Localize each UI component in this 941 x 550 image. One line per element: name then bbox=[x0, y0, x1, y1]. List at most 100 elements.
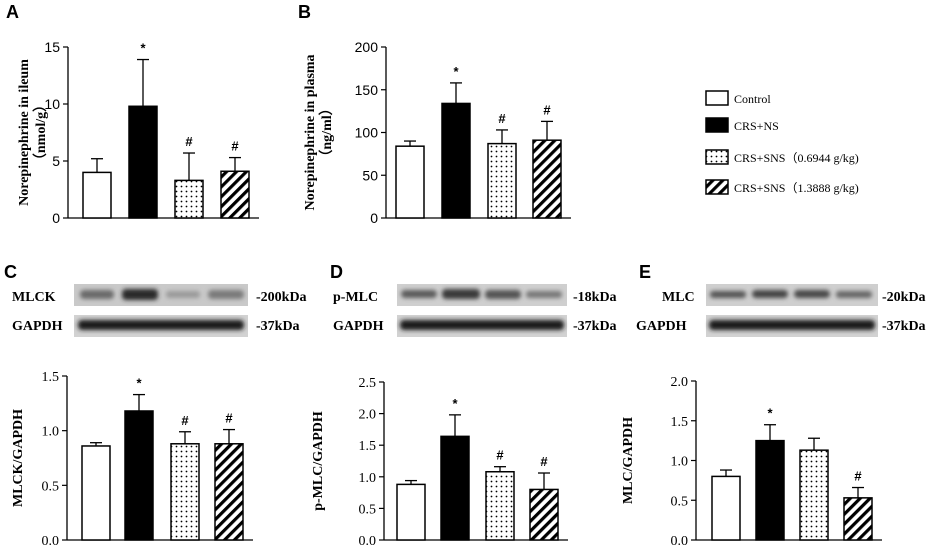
legend-swatch-sns-low bbox=[705, 149, 729, 165]
blot-band bbox=[401, 290, 437, 298]
significance-mark: * bbox=[453, 64, 459, 79]
blot-label: GAPDH bbox=[12, 319, 63, 334]
bar bbox=[128, 105, 158, 219]
bar bbox=[440, 435, 470, 541]
blot-band bbox=[710, 291, 746, 298]
bar bbox=[214, 443, 244, 541]
blot-band bbox=[485, 290, 521, 299]
y-axis-label: MLC/GAPDH bbox=[621, 417, 636, 504]
blot-size: -37kDa bbox=[256, 319, 300, 334]
y-axis-label: p-MLC/GAPDH bbox=[311, 411, 326, 511]
y-tick-label: 0.5 bbox=[359, 502, 377, 517]
significance-mark: # bbox=[854, 469, 862, 484]
y-tick-label: 1.0 bbox=[359, 471, 377, 486]
panel-letter-a: A bbox=[6, 2, 19, 22]
bar bbox=[711, 475, 741, 541]
bar bbox=[799, 449, 829, 541]
significance-mark: * bbox=[140, 41, 146, 56]
bar bbox=[485, 470, 515, 541]
significance-mark: * bbox=[136, 376, 142, 391]
chart-e-mlc: 0.0 0.5 1.0 1.5 2.0 MLC/GAPDH * # bbox=[621, 375, 882, 549]
blot-band bbox=[752, 290, 788, 298]
bar bbox=[81, 445, 111, 541]
y-tick-label: 150 bbox=[355, 82, 379, 98]
y-tick-label: 1.5 bbox=[42, 370, 60, 385]
y-tick-label: 1.5 bbox=[671, 415, 689, 430]
bar bbox=[395, 145, 425, 219]
bar bbox=[124, 410, 154, 541]
y-tick-label: 200 bbox=[355, 39, 379, 55]
legend-swatch-crs-ns bbox=[705, 117, 729, 133]
bar bbox=[220, 170, 250, 219]
significance-mark: # bbox=[540, 454, 548, 469]
y-axis-label: Norepinephrine in ileum （nmol/g） bbox=[17, 59, 49, 206]
legend-label: Control bbox=[734, 92, 771, 106]
blot-label: MLC bbox=[662, 290, 695, 305]
blot-strip bbox=[74, 284, 248, 306]
legend-label: CRS+SNS（0.6944 g/kg) bbox=[734, 151, 859, 165]
bar bbox=[487, 142, 517, 219]
y-tick-label: 15 bbox=[44, 39, 60, 55]
y-axis-label: Norepinephrine in plasma （ng/ml） bbox=[303, 54, 335, 210]
legend-label: CRS+NS bbox=[734, 119, 779, 133]
blot-strip bbox=[706, 284, 878, 306]
y-tick-label: 1.0 bbox=[671, 455, 689, 470]
y-tick-label: 0.5 bbox=[671, 494, 689, 509]
significance-mark: # bbox=[231, 139, 239, 154]
blot-panel-d: p-MLC GAPDH -18kDa -37kDa bbox=[333, 284, 617, 337]
blot-band bbox=[78, 320, 244, 330]
y-tick-label: 0.0 bbox=[671, 534, 689, 549]
blot-band bbox=[709, 320, 875, 330]
bar bbox=[174, 179, 204, 219]
y-tick-label: 0 bbox=[370, 210, 378, 226]
y-tick-label: 1.0 bbox=[42, 425, 60, 440]
bar bbox=[396, 483, 426, 541]
blot-band bbox=[442, 289, 480, 299]
blot-label: GAPDH bbox=[636, 319, 687, 334]
y-tick-label: 2.5 bbox=[359, 376, 377, 391]
blot-band bbox=[794, 290, 830, 298]
chart-b-plasma: 0 50 100 150 200 Norepinephrine in plasma （ng/… bbox=[303, 39, 571, 226]
blot-band bbox=[166, 291, 200, 298]
bar bbox=[441, 102, 471, 219]
significance-mark: # bbox=[498, 111, 506, 126]
y-tick-label: 5 bbox=[52, 153, 60, 169]
legend: Control CRS+NS CRS+SNS（0.6944 g/kg) CRS+… bbox=[705, 90, 859, 195]
y-tick-label: 100 bbox=[355, 125, 379, 141]
y-tick-label: 0.0 bbox=[42, 534, 60, 549]
significance-mark: # bbox=[543, 102, 551, 117]
legend-swatch-control bbox=[705, 90, 729, 106]
blot-size: -37kDa bbox=[882, 319, 926, 334]
blot-panel-e: MLC GAPDH -20kDa -37kDa bbox=[636, 284, 926, 337]
blot-strip bbox=[397, 284, 567, 306]
panel-letter-d: D bbox=[330, 262, 343, 282]
y-tick-label: 2.0 bbox=[671, 375, 689, 390]
blot-band bbox=[400, 320, 564, 330]
significance-mark: # bbox=[185, 134, 193, 149]
y-tick-label: 0.5 bbox=[42, 479, 60, 494]
blot-label: MLCK bbox=[12, 290, 56, 305]
significance-mark: * bbox=[767, 406, 773, 421]
bar bbox=[170, 443, 200, 541]
blot-label: p-MLC bbox=[333, 290, 378, 305]
blot-band bbox=[80, 290, 114, 299]
blot-band bbox=[122, 289, 158, 300]
blot-size: -200kDa bbox=[256, 290, 307, 305]
bar bbox=[843, 497, 873, 541]
blot-size: -20kDa bbox=[882, 290, 926, 305]
blot-size: -18kDa bbox=[573, 290, 617, 305]
significance-mark: # bbox=[181, 413, 189, 428]
chart-a-ileum: 0 5 10 15 Norepinephrine in ileum （nmol/g） * # # bbox=[17, 39, 259, 226]
bar bbox=[82, 171, 112, 219]
y-tick-label: 0 bbox=[52, 210, 60, 226]
significance-mark: * bbox=[452, 396, 458, 411]
significance-mark: # bbox=[496, 448, 504, 463]
chart-c-mlck: 0.0 0.5 1.0 1.5 MLCK/GAPDH * # # bbox=[11, 370, 253, 549]
panel-letter-b: B bbox=[298, 2, 311, 22]
bar bbox=[529, 488, 559, 541]
significance-mark: # bbox=[225, 411, 233, 426]
bar bbox=[755, 439, 785, 541]
panel-letter-c: C bbox=[4, 262, 17, 282]
y-tick-label: 10 bbox=[44, 96, 60, 112]
